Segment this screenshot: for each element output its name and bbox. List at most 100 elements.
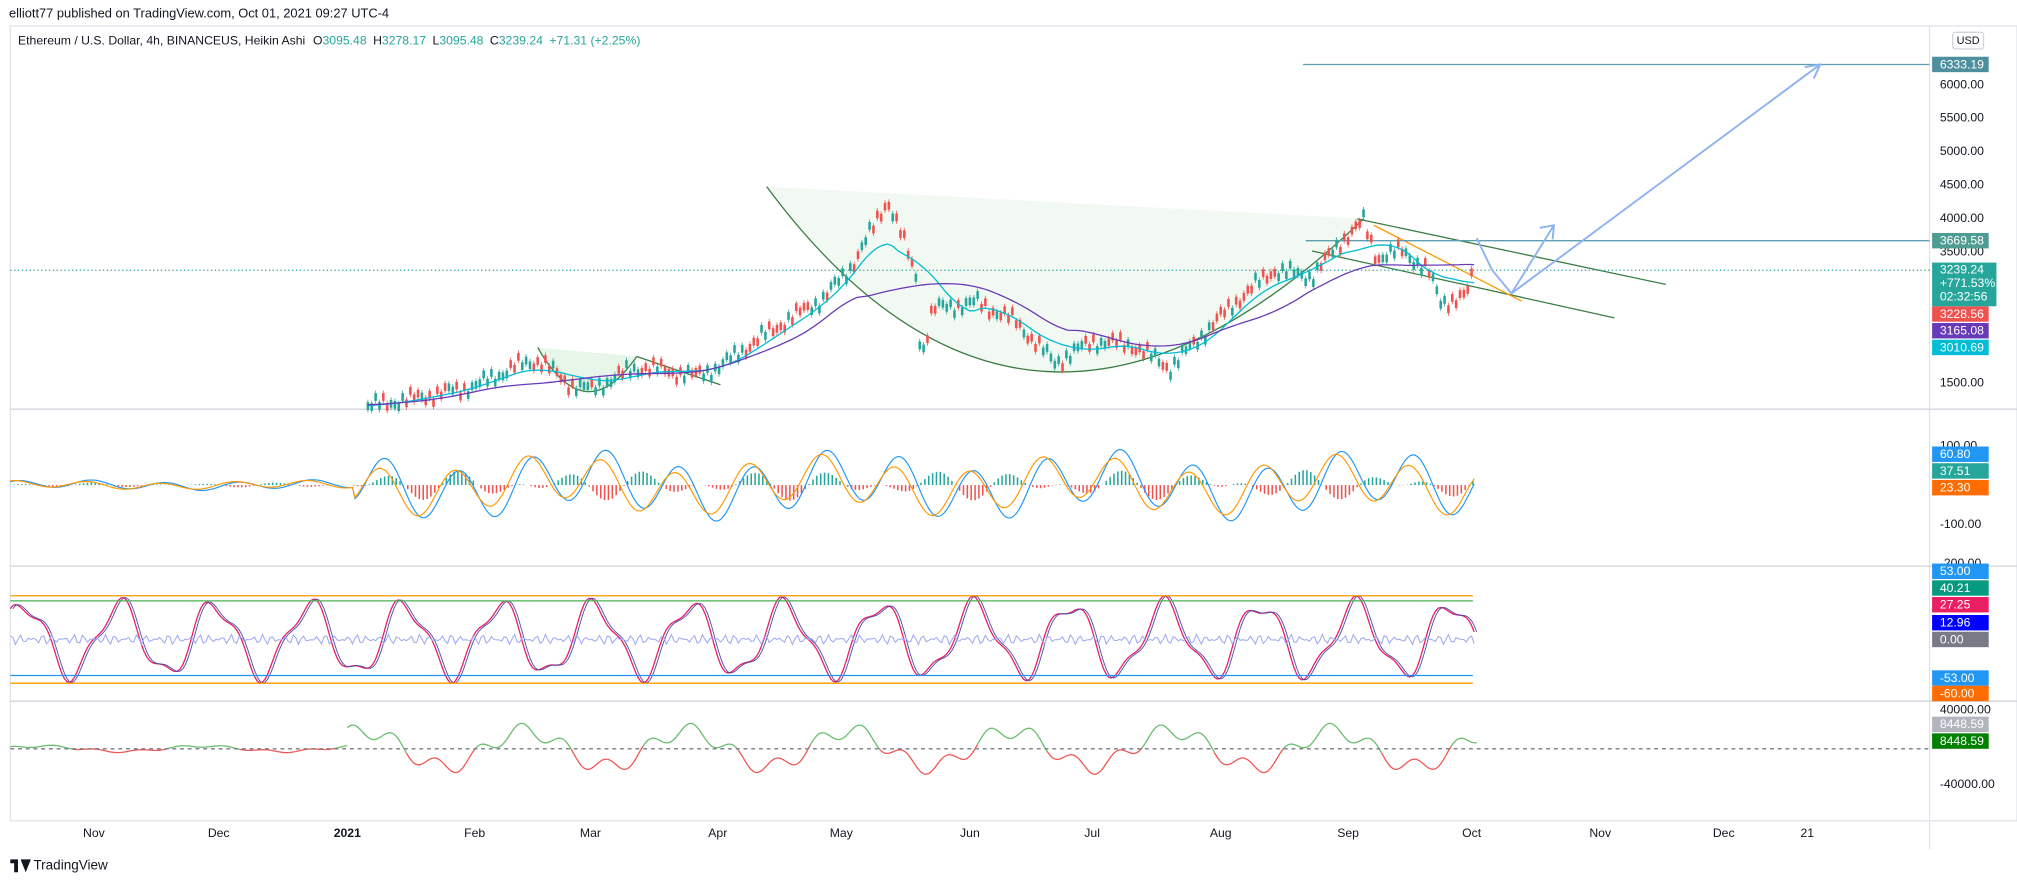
candle-body — [883, 202, 887, 211]
volume-osc — [758, 770, 762, 773]
candle-body — [960, 307, 964, 316]
last-change: +771.53% — [1940, 276, 1996, 290]
volume-osc — [565, 741, 570, 746]
candle-body — [571, 378, 574, 387]
candle-body — [574, 388, 578, 396]
arrow-head — [1804, 63, 1822, 80]
volume-osc — [871, 737, 876, 743]
volume-osc — [637, 749, 642, 756]
volume-osc — [483, 743, 487, 746]
candle-body — [609, 379, 613, 387]
candle-body — [1034, 344, 1037, 352]
volume-osc — [1031, 728, 1035, 732]
candle-body — [1030, 333, 1033, 342]
volume-osc — [1314, 735, 1318, 741]
volume-osc — [748, 766, 752, 771]
candle-body — [1057, 356, 1060, 364]
volume-osc — [866, 729, 871, 735]
volume-osc — [879, 749, 883, 753]
candle-body — [810, 307, 813, 316]
volume-osc — [172, 746, 176, 748]
volume-osc — [660, 740, 665, 743]
volume-osc — [1360, 738, 1364, 741]
volume-osc — [887, 752, 891, 755]
candle-body — [702, 373, 705, 382]
volume-osc — [686, 722, 690, 726]
candle-body — [1261, 269, 1265, 278]
candle-body — [1119, 332, 1122, 340]
volume-osc — [444, 764, 449, 769]
volume-osc — [367, 736, 371, 740]
volume-osc — [825, 732, 829, 736]
candle-body — [868, 222, 871, 230]
candle-body — [1215, 313, 1219, 322]
volume-osc — [228, 746, 232, 748]
candle-body — [1099, 337, 1103, 346]
pane-badge-box — [1932, 733, 1989, 749]
volume-osc — [1471, 741, 1475, 744]
volume-osc — [1404, 761, 1408, 765]
price-badge-box — [1932, 306, 1989, 322]
candle-body — [1204, 336, 1207, 345]
volume-osc — [1208, 742, 1213, 748]
volume-osc — [794, 763, 798, 766]
candle-body — [818, 305, 821, 314]
volume-osc — [851, 727, 855, 731]
candle-body — [459, 392, 462, 401]
volume-osc — [1437, 763, 1442, 768]
candle-body — [567, 387, 570, 396]
volume-osc — [1388, 764, 1393, 769]
footer-logo — [10, 859, 31, 873]
price-badge-box — [1932, 339, 1989, 356]
candle-body — [1327, 248, 1331, 256]
volume-osc — [516, 723, 521, 726]
candle-body — [412, 394, 416, 403]
price-tick: 6000.00 — [1940, 77, 1984, 91]
candle-body — [717, 366, 721, 375]
volume-osc — [1098, 770, 1102, 774]
candle-body — [1470, 268, 1473, 277]
volume-osc — [526, 725, 531, 730]
candle-body — [1273, 268, 1277, 277]
candle-body — [1227, 299, 1230, 307]
candle-body — [1022, 329, 1026, 338]
pane-badge: 23.30 — [1940, 481, 1971, 495]
volume-osc — [1000, 732, 1004, 736]
candle-body — [578, 379, 582, 388]
candle-body — [509, 360, 512, 368]
volume-osc — [977, 739, 981, 745]
candle-body — [497, 371, 501, 380]
candle-body — [374, 393, 377, 401]
volume-osc — [882, 751, 886, 754]
volume-osc — [1327, 722, 1331, 725]
volume-osc — [447, 767, 451, 771]
candle-body — [551, 360, 555, 369]
volume-osc — [1422, 762, 1426, 766]
volume-osc — [393, 733, 397, 737]
candle-body — [1095, 346, 1099, 354]
candle-body — [683, 375, 686, 384]
candle-body — [378, 402, 381, 410]
candle-body — [1447, 305, 1450, 314]
volume-osc — [709, 744, 714, 748]
volume-osc — [779, 757, 783, 760]
pane-badge: 53.00 — [1940, 564, 1971, 578]
volume-osc — [1010, 737, 1014, 740]
volume-osc — [969, 752, 973, 757]
volume-osc — [405, 752, 410, 758]
volume-osc — [514, 724, 518, 729]
volume-osc — [1126, 750, 1130, 754]
volume-osc — [889, 751, 893, 754]
volume-osc — [1185, 736, 1189, 740]
candle-body — [926, 335, 929, 344]
candle-body — [1354, 221, 1358, 230]
ohlc-value: 3278.17 — [382, 34, 426, 48]
volume-osc — [1227, 763, 1230, 766]
volume-osc — [971, 748, 976, 754]
volume-osc — [1450, 742, 1455, 747]
volume-osc — [1136, 750, 1141, 754]
candle-body — [1308, 271, 1311, 280]
candle-body — [428, 390, 431, 399]
